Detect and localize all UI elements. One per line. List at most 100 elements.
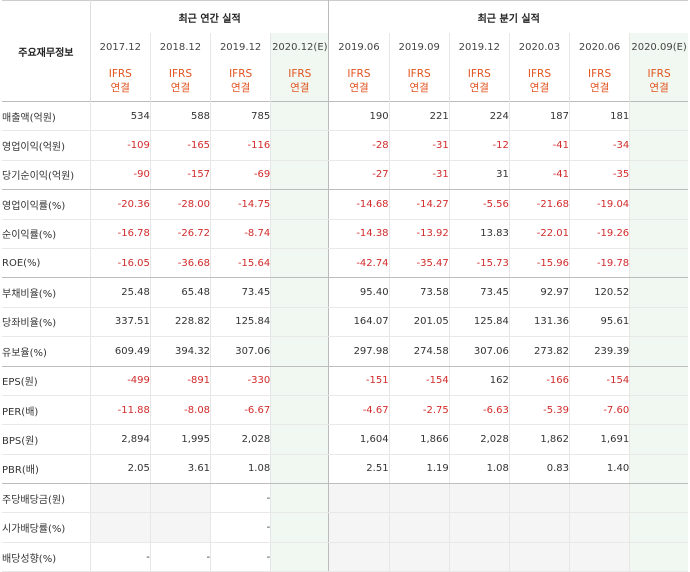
ifrs-label: IFRS bbox=[108, 68, 132, 80]
value-cell: -41 bbox=[508, 130, 570, 161]
value-cell bbox=[270, 483, 329, 514]
value-cell bbox=[629, 336, 688, 367]
table-row: ROE(%) -16.05 -36.68 -15.64 -42.74 -35.47 -15.… bbox=[2, 248, 688, 279]
value-cell: 162 bbox=[448, 366, 510, 396]
value-cell: -13.92 bbox=[388, 219, 450, 249]
table-row: BPS(원) 2,894 1,995 2,028 1,604 1,866 2,028 1,86… bbox=[2, 424, 688, 455]
ifrs-header: IFRS 연결 bbox=[89, 61, 151, 102]
value-cell bbox=[270, 454, 329, 485]
value-cell: 588 bbox=[149, 101, 211, 132]
value-cell bbox=[508, 512, 570, 543]
consolidated-label: 연결 bbox=[409, 82, 429, 94]
value-cell: -31 bbox=[388, 130, 450, 161]
value-cell: 95.40 bbox=[328, 277, 390, 308]
row-label: 부채비율(%) bbox=[2, 277, 91, 308]
value-cell bbox=[270, 307, 329, 338]
value-cell: -35.47 bbox=[388, 248, 450, 279]
row-label: 유보율(%) bbox=[2, 336, 91, 367]
value-cell: 131.36 bbox=[508, 307, 570, 338]
value-cell: 190 bbox=[328, 101, 390, 132]
value-cell: 1.19 bbox=[388, 454, 450, 485]
value-cell: -154 bbox=[388, 366, 450, 396]
value-cell bbox=[328, 542, 390, 572]
ifrs-header: IFRS 연결 bbox=[388, 61, 450, 102]
ifrs-header: IFRS 연결 bbox=[448, 61, 510, 102]
value-cell bbox=[328, 483, 390, 514]
value-cell: 1.40 bbox=[569, 454, 630, 485]
value-cell: -20.36 bbox=[89, 189, 151, 220]
corner-mark: ˅ bbox=[682, 0, 686, 6]
value-cell bbox=[508, 542, 570, 572]
value-cell bbox=[629, 483, 688, 514]
value-cell: 337.51 bbox=[89, 307, 151, 338]
value-cell: 164.07 bbox=[328, 307, 390, 338]
period-header: 2019.12 bbox=[448, 33, 510, 61]
value-cell: 120.52 bbox=[569, 277, 630, 308]
value-cell bbox=[270, 189, 329, 220]
value-cell: -15.64 bbox=[210, 248, 271, 279]
value-cell: -5.39 bbox=[508, 395, 570, 426]
value-cell: - bbox=[210, 542, 271, 572]
value-cell bbox=[629, 160, 688, 191]
ifrs-header: IFRS 연결 bbox=[210, 61, 271, 102]
value-cell: 239.39 bbox=[569, 336, 630, 367]
value-cell: 73.45 bbox=[210, 277, 271, 308]
value-cell: -28 bbox=[328, 130, 390, 161]
period-header: 2019.12 bbox=[210, 33, 271, 61]
ifrs-header-row: IFRS 연결 IFRS 연결 IFRS 연결 IFRS 연결 IFRS 연결 IFRS 연결 IFRS… bbox=[2, 61, 688, 102]
period-header: 2020.03 bbox=[508, 33, 570, 61]
value-cell: -15.73 bbox=[448, 248, 510, 279]
value-cell: 1.08 bbox=[448, 454, 510, 485]
value-cell: -34 bbox=[569, 130, 630, 161]
row-label: BPS(원) bbox=[2, 424, 91, 455]
table-row: 영업이익률(%) -20.36 -28.00 -14.75 -14.68 -14.27 -5… bbox=[2, 189, 688, 220]
value-cell bbox=[270, 160, 329, 191]
value-cell: 181 bbox=[569, 101, 630, 132]
row-label: ROE(%) bbox=[2, 248, 91, 279]
value-cell bbox=[629, 424, 688, 455]
table-row: PER(배) -11.88 -8.08 -6.67 -4.67 -2.75 -6.63 -5.… bbox=[2, 395, 688, 426]
value-cell: 273.82 bbox=[508, 336, 570, 367]
value-cell: 25.48 bbox=[89, 277, 151, 308]
value-cell bbox=[270, 424, 329, 455]
ifrs-header: IFRS 연결 bbox=[270, 61, 329, 102]
value-cell bbox=[448, 542, 510, 572]
value-cell bbox=[270, 512, 329, 543]
value-cell bbox=[270, 248, 329, 279]
value-cell bbox=[270, 336, 329, 367]
corner-label: 주요재무정보 bbox=[2, 0, 91, 102]
consolidated-label: 연결 bbox=[469, 82, 489, 94]
value-cell: -4.67 bbox=[328, 395, 390, 426]
value-cell bbox=[629, 307, 688, 338]
table-row: 배당성향(%) - - - bbox=[2, 542, 688, 572]
value-cell: -19.04 bbox=[569, 189, 630, 220]
value-cell bbox=[629, 277, 688, 308]
value-cell: -35 bbox=[569, 160, 630, 191]
ifrs-header: IFRS 연결 bbox=[569, 61, 630, 102]
value-cell bbox=[89, 512, 151, 543]
table-row: 영업이익(억원) -109 -165 -116 -28 -31 -12 -41 -34 bbox=[2, 130, 688, 161]
value-cell: 1,995 bbox=[149, 424, 211, 455]
value-cell bbox=[629, 454, 688, 485]
value-cell: 297.98 bbox=[328, 336, 390, 367]
value-cell: 394.32 bbox=[149, 336, 211, 367]
value-cell bbox=[629, 219, 688, 249]
ifrs-label: IFRS bbox=[527, 68, 551, 80]
row-label: PER(배) bbox=[2, 395, 91, 426]
value-cell: 1,604 bbox=[328, 424, 390, 455]
value-cell bbox=[629, 366, 688, 396]
value-cell bbox=[270, 395, 329, 426]
value-cell: 95.61 bbox=[569, 307, 630, 338]
consolidated-label: 연결 bbox=[110, 82, 130, 94]
value-cell bbox=[388, 512, 450, 543]
value-cell: 3.61 bbox=[149, 454, 211, 485]
row-label: 배당성향(%) bbox=[2, 542, 91, 572]
value-cell: 125.84 bbox=[448, 307, 510, 338]
value-cell: -5.56 bbox=[448, 189, 510, 220]
value-cell: -2.75 bbox=[388, 395, 450, 426]
value-cell bbox=[569, 483, 630, 514]
value-cell bbox=[270, 277, 329, 308]
value-cell: - bbox=[89, 542, 151, 572]
value-cell: 307.06 bbox=[448, 336, 510, 367]
